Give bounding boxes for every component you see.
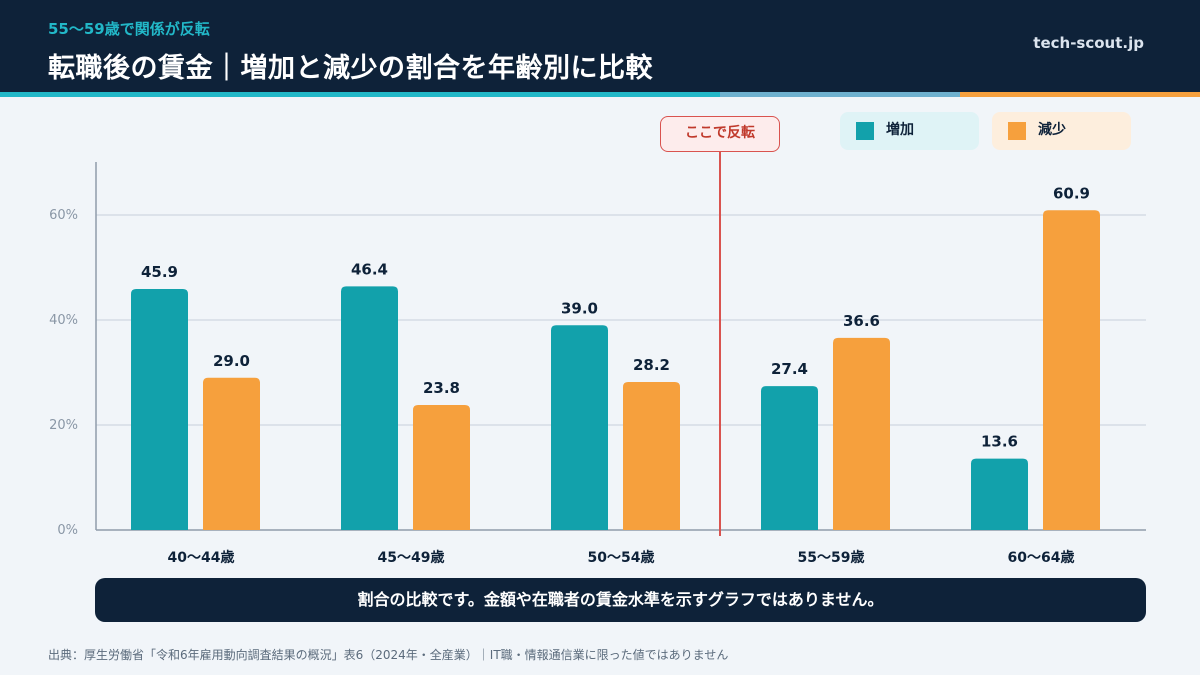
- disclaimer-note: 割合の比較です。金額や在職者の賃金水準を示すグラフではありません。: [95, 578, 1146, 622]
- data-label: 23.8: [423, 379, 460, 397]
- accent-stripe-blue: [720, 92, 960, 97]
- header-bar: 55〜59歳で関係が反転 転職後の賃金｜増加と減少の割合を年齢別に比較 tech…: [0, 0, 1200, 92]
- bar-increase: [971, 458, 1028, 530]
- source-citation: 出典：厚生労働省「令和6年雇用動向調査結果の概況」表6（2024年・全産業）｜I…: [48, 648, 729, 662]
- data-label: 27.4: [771, 360, 808, 378]
- data-label: 36.6: [843, 312, 880, 330]
- legend-swatch-decrease: [1008, 122, 1026, 140]
- y-tick-label: 40%: [49, 313, 78, 328]
- bar-decrease: [1043, 210, 1100, 530]
- bar-increase: [341, 286, 398, 530]
- accent-stripe-teal: [0, 92, 720, 97]
- x-tick-label: 40〜44歳: [168, 549, 235, 566]
- bar-increase: [551, 325, 608, 530]
- y-tick-label: 0%: [57, 523, 78, 538]
- bar-decrease: [833, 337, 890, 530]
- data-label: 46.4: [351, 260, 388, 278]
- bar-decrease: [623, 381, 680, 530]
- site-name: tech-scout.jp: [1033, 34, 1144, 52]
- data-label: 28.2: [633, 356, 670, 374]
- page-title: 転職後の賃金｜増加と減少の割合を年齢別に比較: [48, 53, 653, 84]
- bar-decrease: [413, 405, 470, 530]
- x-tick-label: 50〜54歳: [588, 549, 655, 566]
- data-label: 39.0: [561, 299, 598, 317]
- bar-decrease: [203, 377, 260, 530]
- accent-stripe-orange: [960, 92, 1200, 97]
- legend-label-increase: 増加: [886, 122, 914, 138]
- x-tick-label: 60〜64歳: [1008, 549, 1075, 566]
- y-tick-label: 20%: [49, 418, 78, 433]
- data-label: 60.9: [1053, 184, 1090, 202]
- x-tick-label: 55〜59歳: [798, 549, 865, 566]
- legend-label-decrease: 減少: [1038, 122, 1066, 138]
- data-label: 13.6: [981, 433, 1018, 451]
- bar-increase: [131, 289, 188, 530]
- legend-item-increase: 増加: [840, 112, 979, 150]
- reversal-annotation: ここで反転: [660, 116, 780, 152]
- legend-item-decrease: 減少: [992, 112, 1131, 150]
- y-tick-label: 60%: [49, 208, 78, 223]
- x-tick-label: 45〜49歳: [378, 549, 445, 566]
- data-label: 45.9: [141, 263, 178, 281]
- header-eyebrow: 55〜59歳で関係が反転: [48, 20, 210, 38]
- bar-increase: [761, 386, 818, 530]
- legend-swatch-increase: [856, 122, 874, 140]
- data-label: 29.0: [213, 352, 250, 370]
